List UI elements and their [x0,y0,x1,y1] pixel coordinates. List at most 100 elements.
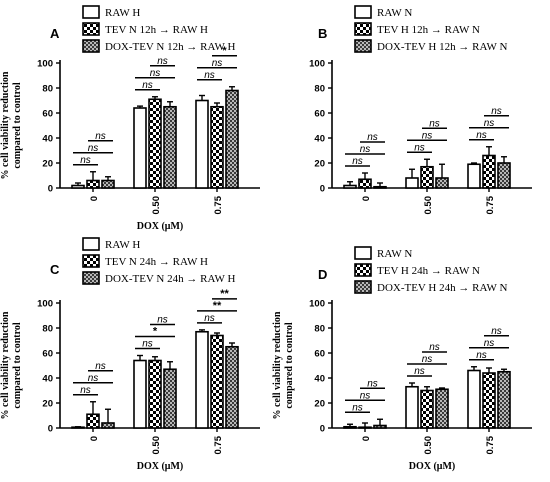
y-tick-label: 20 [42,159,53,170]
y-tick-label: 80 [314,84,325,95]
significance-label: ns [476,350,487,361]
significance-label: ns [142,80,153,91]
bar [482,154,496,189]
legend-swatch [82,237,100,251]
y-axis-title: % cell viability reduction [272,311,283,419]
significance-label: ns [95,361,106,372]
bar [86,179,100,189]
y-tick-label: 20 [42,399,53,410]
y-tick-label: 0 [320,424,325,435]
bar [343,425,357,429]
bar [133,359,147,429]
x-tick-label: 0.75 [213,195,224,214]
bar [420,389,434,429]
bar [210,334,224,429]
bar [101,422,115,429]
bar [358,178,372,189]
y-tick-label: 40 [314,134,325,145]
legend-swatch [354,22,372,36]
bar [148,98,162,189]
panel-letter: D [318,267,327,282]
bar [435,177,449,189]
significance-label: ns [80,385,91,396]
y-axis-title: compared to control [12,82,23,169]
significance-label: ns [142,339,153,350]
significance-label: ns [88,373,99,384]
x-axis-title: DOX (μM) [409,461,456,472]
significance-label: ns [422,130,433,141]
y-axis-title: % cell viability reduction [0,311,11,419]
bar [133,107,147,189]
significance-label: * [222,45,227,57]
legend-swatch [82,271,100,285]
bar [497,370,511,429]
legend-entry: TEV N 24h → RAW H [105,256,208,268]
y-tick-label: 80 [42,324,53,335]
bar [210,105,224,189]
significance-label: ns [360,144,371,155]
significance-label: ns [422,354,433,365]
chart-panel-c: C RAW H TEV N 24h → RAW H DOX-TEV N 24h → R… [0,237,260,472]
legend-swatch [82,254,100,268]
bar [497,162,511,189]
significance-label: ns [157,56,168,67]
significance-label: ns [414,142,425,153]
significance-label: ns [204,313,215,324]
legend-swatch [82,5,100,19]
x-axis-title: DOX (μM) [137,461,184,472]
bar [435,388,449,429]
bar [86,413,100,429]
y-tick-label: 80 [314,324,325,335]
y-tick-label: 20 [314,159,325,170]
bar [71,184,85,189]
significance-label: ns [204,70,215,81]
x-tick-label: 0.75 [213,435,224,454]
legend-entry: RAW N [377,7,412,19]
x-tick-label: 0 [361,196,372,201]
y-tick-label: 100 [309,299,325,310]
y-tick-label: 100 [37,59,53,70]
chart-panel-d: D RAW N TEV H 24h → RAW N DOX-TEV H 24h → R… [272,246,532,472]
legend-entry: TEV H 12h → RAW N [377,24,480,36]
significance-label: ns [88,143,99,154]
bar [405,177,419,189]
significance-label: ns [367,378,378,389]
x-tick-label: 0.50 [151,436,162,455]
bar [225,89,239,189]
significance-label: ns [491,106,502,117]
legend-entry: DOX-TEV H 24h → RAW N [377,282,507,294]
y-tick-label: 40 [42,134,53,145]
x-axis-title: DOX (μM) [137,221,184,232]
legend-swatch [354,263,372,277]
y-axis-title: % cell viability reduction [0,71,11,179]
panel-letter: B [318,26,327,41]
y-axis-title: compared to control [284,322,295,409]
y-tick-label: 60 [42,109,53,120]
x-tick-label: 0 [89,436,100,441]
legend-swatch [354,5,372,19]
y-tick-label: 100 [37,299,53,310]
bar [195,330,209,429]
bar [373,424,387,429]
legend-swatch [354,246,372,260]
x-tick-label: 0.50 [423,196,434,215]
y-tick-label: 100 [309,59,325,70]
significance-label: ** [213,300,222,312]
significance-label: ns [491,326,502,337]
y-tick-label: 40 [314,374,325,385]
y-tick-label: 60 [314,349,325,360]
x-tick-label: 0 [361,436,372,441]
significance-label: ns [414,366,425,377]
bar [420,165,434,189]
legend-entry: RAW H [105,7,140,19]
legend-entry: TEV H 24h → RAW N [377,265,480,277]
legend-entry: RAW H [105,239,140,251]
x-tick-label: 0 [89,196,100,201]
y-tick-label: 0 [320,184,325,195]
y-tick-label: 0 [48,424,53,435]
chart-panel-a: A RAW H TEV N 12h → RAW H DOX-TEV N 12h → R… [0,5,260,232]
y-axis-title: compared to control [12,322,23,409]
significance-label: ns [150,68,161,79]
y-tick-label: 20 [314,399,325,410]
